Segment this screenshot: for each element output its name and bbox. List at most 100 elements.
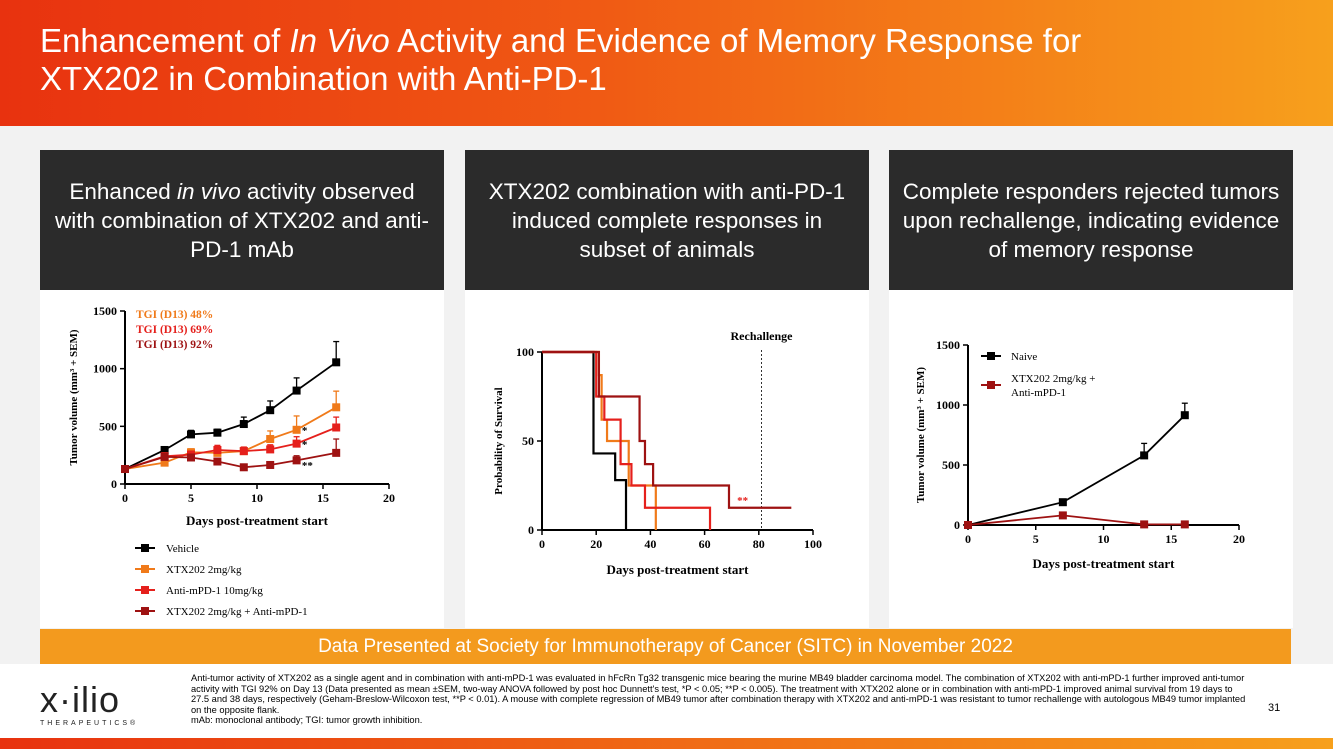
data-point	[332, 403, 341, 412]
survival-curve	[542, 350, 792, 509]
x-tick-label: 0	[539, 537, 545, 551]
xilio-logo: x·ilio THERAPEUTICS®	[40, 679, 139, 728]
data-point	[332, 423, 341, 432]
legend-label: Vehicle	[166, 543, 199, 555]
series-line	[124, 361, 337, 470]
y-tick-label: 100	[516, 345, 534, 359]
series-line	[124, 426, 337, 470]
data-point	[213, 457, 222, 466]
x-tick-label: 40	[644, 537, 656, 551]
data-point	[1140, 520, 1149, 529]
panel-rechallenge: Complete responders rejected tumors upon…	[889, 150, 1293, 628]
x-tick-label: 10	[1098, 532, 1110, 546]
data-point	[160, 445, 169, 454]
data-point	[239, 447, 248, 456]
x-axis-label: Days post-treatment start	[606, 562, 749, 577]
y-tick-label: 0	[954, 518, 960, 532]
tgi-annotation: TGI (D13) 48%	[136, 309, 213, 321]
logo-wordmark: x·ilio	[40, 679, 121, 720]
data-point	[292, 456, 301, 465]
legend-marker	[141, 544, 149, 552]
tumor-growth-chart: 0 5 10 15 20 0 500 1000 1500 Days post-treatment …	[68, 304, 395, 618]
y-axis-label: Tumor volume (mm³ + SEM)	[915, 367, 927, 503]
data-point	[1140, 451, 1149, 460]
legend-label: XTX202 2mg/kg +	[1011, 373, 1095, 385]
x-tick-label: 60	[699, 537, 711, 551]
x-tick-label: 100	[804, 537, 822, 551]
legend-label: XTX202 2mg/kg	[166, 564, 242, 576]
significance-mark: **	[302, 460, 314, 472]
data-point	[239, 420, 248, 429]
data-point	[187, 453, 195, 462]
x-tick-label: 15	[1165, 532, 1177, 546]
y-tick-label: 1500	[936, 338, 960, 352]
panel-3-heading: Complete responders rejected tumors upon…	[889, 150, 1293, 290]
footer-bar	[0, 738, 1333, 749]
data-point	[213, 445, 222, 454]
footer	[0, 664, 1333, 749]
x-tick-label: 80	[753, 537, 765, 551]
y-tick-label: 1000	[936, 398, 960, 412]
legend-marker	[987, 381, 995, 389]
data-point	[292, 425, 301, 434]
legend-label: Anti-mPD-1 10mg/kg	[166, 585, 263, 597]
y-tick-label: 500	[99, 419, 117, 433]
panel-tumor-growth: Enhanced in vivo activity observed with …	[40, 150, 444, 628]
series-line	[967, 414, 1186, 526]
x-axis-label: Days post-treatment start	[186, 513, 329, 528]
x-tick-label: 20	[1233, 532, 1245, 546]
legend-marker	[141, 565, 149, 573]
tgi-annotation: TGI (D13) 92%	[136, 339, 213, 351]
page-number: 31	[1268, 702, 1281, 714]
x-tick-label: 20	[590, 537, 602, 551]
x-tick-label: 5	[188, 491, 194, 505]
data-point	[1180, 411, 1189, 420]
legend-marker	[987, 352, 995, 360]
data-point	[239, 463, 248, 472]
data-point	[187, 430, 195, 439]
x-tick-label: 20	[383, 491, 395, 505]
logo-subtitle: THERAPEUTICS®	[40, 720, 139, 727]
legend-label: Naive	[1011, 351, 1037, 363]
survival-chart: 0 20 40 60 80 100 0 50 100 Days post-treatment st…	[493, 329, 822, 577]
data-point	[266, 435, 275, 444]
y-axis-label: Probability of Survival	[493, 387, 505, 494]
significance-mark: *	[302, 425, 308, 437]
x-tick-label: 5	[1033, 532, 1039, 546]
data-point	[266, 445, 275, 454]
data-point	[121, 465, 129, 474]
data-point	[213, 428, 222, 437]
y-axis-label: Tumor volume (mm³ + SEM)	[68, 329, 80, 465]
sitc-banner: Data Presented at Society for Immunother…	[40, 629, 1291, 664]
legend-label: Anti-mPD-1	[1011, 387, 1066, 399]
data-point	[1058, 511, 1067, 520]
y-tick-label: 50	[522, 434, 534, 448]
data-point	[266, 460, 275, 469]
survival-curve	[542, 350, 712, 530]
page-title: Enhancement of In Vivo Activity and Evid…	[40, 22, 1082, 97]
header-bar: Enhancement of In Vivo Activity and Evid…	[0, 0, 1333, 126]
y-tick-label: 1500	[93, 304, 117, 318]
x-tick-label: 0	[965, 532, 971, 546]
y-tick-label: 500	[942, 458, 960, 472]
footnote: Anti-tumor activity of XTX202 as a singl…	[191, 673, 1246, 726]
significance-mark: **	[737, 495, 749, 507]
series-line	[124, 451, 337, 470]
data-point	[292, 386, 301, 395]
data-point	[332, 448, 341, 457]
rechallenge-chart: 0 5 10 15 20 0 500 1000 1500 Days post-treatment …	[915, 338, 1245, 571]
data-point	[964, 521, 972, 529]
data-point	[332, 358, 341, 367]
legend-marker	[141, 586, 149, 594]
panel-2-heading: XTX202 combination with anti-PD-1 induce…	[465, 150, 869, 290]
rechallenge-label: Rechallenge	[731, 329, 794, 343]
data-point	[1180, 520, 1189, 529]
x-tick-label: 10	[251, 491, 263, 505]
panel-1-heading: Enhanced in vivo activity observed with …	[40, 150, 444, 290]
series-line	[967, 514, 1185, 526]
x-axis-label: Days post-treatment start	[1032, 556, 1175, 571]
tgi-annotation: TGI (D13) 69%	[136, 324, 213, 336]
x-tick-label: 0	[122, 491, 128, 505]
legend-label: XTX202 2mg/kg + Anti-mPD-1	[166, 606, 308, 618]
data-point	[266, 406, 275, 415]
